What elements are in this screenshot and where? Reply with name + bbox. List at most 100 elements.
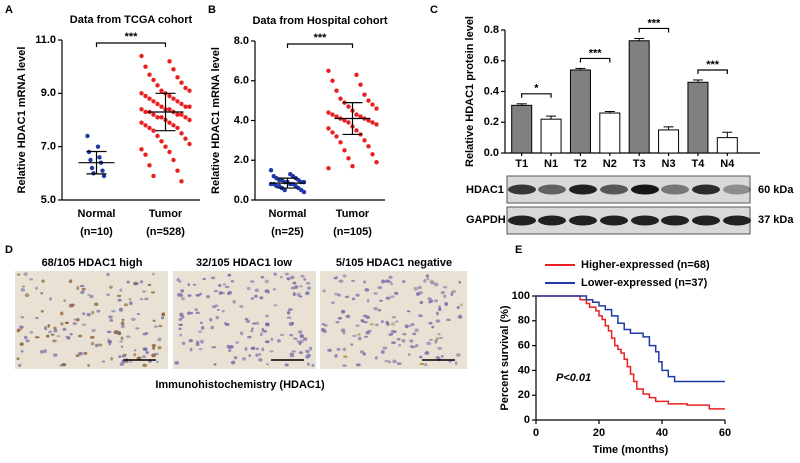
ihc-cell — [418, 290, 423, 295]
data-point — [370, 152, 375, 157]
ihc-cell — [323, 324, 328, 327]
ihc-cell — [355, 324, 360, 327]
ihc-cell — [120, 345, 124, 348]
data-point — [362, 92, 367, 97]
data-point — [155, 133, 160, 139]
data-point — [366, 118, 371, 123]
ihc-cell — [380, 320, 384, 324]
data-point — [179, 131, 184, 136]
ihc-cell — [199, 292, 203, 296]
data-point — [171, 67, 176, 72]
ihc-cell — [415, 344, 419, 348]
ihc-cell — [300, 274, 305, 278]
ihc-cell — [179, 333, 183, 337]
ihc-cell — [214, 304, 219, 308]
ihc-cell — [224, 285, 230, 289]
ihc-cell — [68, 279, 73, 284]
data-point — [151, 77, 156, 83]
bar — [540, 118, 562, 154]
ihc-cell — [153, 325, 158, 328]
data-point — [282, 187, 287, 193]
ihc-cell — [218, 291, 223, 295]
ihc-cell — [129, 360, 133, 363]
blot-band — [508, 184, 536, 195]
ihc-cell — [391, 341, 396, 345]
x-axis-label: Time (months) — [593, 444, 669, 456]
ihc-cell — [78, 351, 83, 356]
data-point — [330, 78, 335, 83]
ihc-cell — [396, 337, 401, 341]
ihc-cell — [151, 344, 157, 347]
data-point — [366, 144, 371, 149]
ihc-cell — [419, 300, 424, 305]
ihc-cell — [342, 355, 348, 358]
ihc-cell — [50, 333, 55, 336]
ihc-cell — [60, 322, 64, 326]
panel-label: E — [515, 244, 522, 256]
data-point — [151, 99, 156, 104]
data-point — [334, 134, 339, 139]
data-point — [346, 120, 351, 125]
ihc-cell — [269, 350, 274, 353]
y-tick-label: 11.0 — [35, 34, 56, 46]
ihc-cell — [141, 355, 147, 359]
ihc-cell — [418, 315, 422, 318]
panel-label: B — [208, 4, 216, 16]
ihc-cell — [335, 321, 340, 324]
ihc-cell — [144, 297, 149, 301]
ihc-cell — [388, 333, 394, 336]
ihc-cell — [305, 281, 311, 285]
ihc-cell — [379, 299, 383, 302]
ihc-cell — [249, 280, 255, 283]
data-point — [167, 120, 172, 125]
ihc-cell — [294, 285, 299, 289]
significance-bracket — [521, 93, 552, 98]
ihc-cell — [264, 279, 269, 284]
ihc-cell — [180, 289, 185, 293]
survival-curve — [536, 295, 725, 383]
ihc-cell — [20, 316, 25, 319]
y-tick-label: 20 — [518, 389, 530, 401]
ihc-cell — [216, 308, 220, 311]
ihc-cell — [288, 322, 294, 327]
data-point — [358, 82, 363, 87]
ihc-cell — [261, 327, 265, 332]
ihc-cell — [41, 279, 45, 283]
x-tick-label: Tumor — [336, 208, 370, 220]
ihc-cell — [390, 322, 396, 326]
ihc-cell — [53, 328, 58, 333]
y-tick-label: 0.0 — [234, 194, 249, 206]
ihc-cell — [437, 332, 441, 336]
ihc-cell — [419, 362, 425, 366]
ihc-cell — [331, 301, 335, 305]
x-tick-label: (n=25) — [271, 226, 304, 238]
ihc-cell — [209, 317, 213, 322]
data-point — [179, 112, 184, 117]
blot-band — [600, 184, 628, 195]
ihc-cell — [311, 363, 315, 367]
ihc-cell — [178, 323, 184, 326]
ihc-cell — [427, 297, 432, 300]
ihc-cell — [245, 319, 251, 323]
data-point — [179, 179, 184, 184]
ihc-cell — [373, 292, 378, 295]
ihc-cell — [16, 357, 20, 360]
ihc-cell — [290, 286, 296, 290]
ihc-cell — [142, 363, 148, 368]
ihc-cell — [273, 272, 277, 276]
data-point — [175, 112, 180, 117]
data-point — [187, 117, 192, 123]
x-tick-label: N4 — [720, 158, 735, 170]
data-point — [155, 115, 160, 120]
ihc-cell — [110, 356, 113, 361]
ihc-cell — [136, 356, 142, 360]
ihc-cell — [384, 360, 389, 363]
chart-title: Data from Hospital cohort — [252, 15, 387, 27]
y-axis-label: Percent survival (%) — [499, 305, 511, 410]
ihc-cell — [251, 327, 254, 330]
bar — [599, 112, 621, 154]
ihc-cell — [86, 312, 91, 317]
ihc-cell — [388, 280, 393, 284]
data-point — [358, 114, 363, 119]
ihc-cell — [190, 312, 194, 315]
